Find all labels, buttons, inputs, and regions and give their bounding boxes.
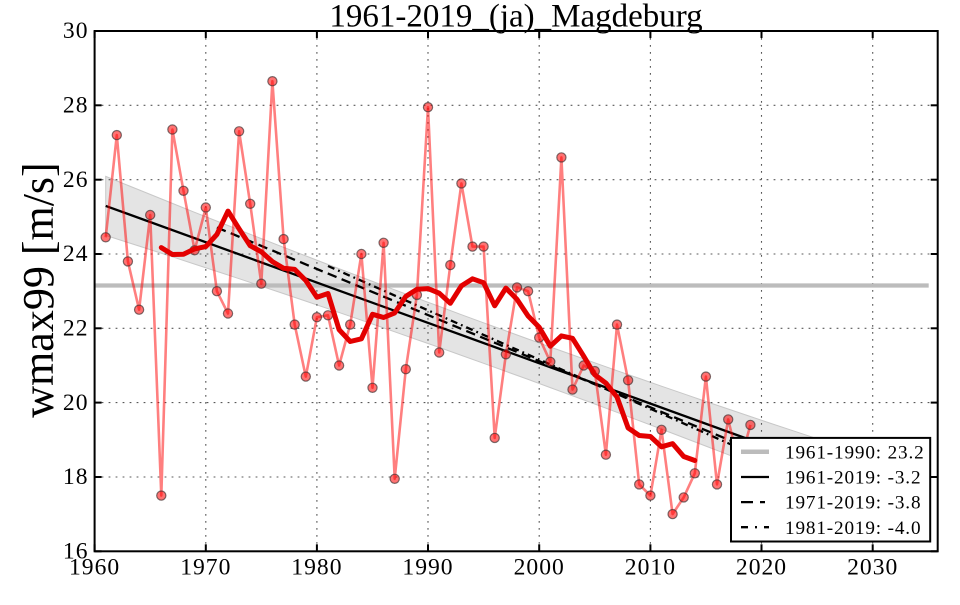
svg-text:18: 18	[63, 464, 89, 490]
svg-text:20: 20	[63, 390, 89, 416]
svg-text:1970: 1970	[180, 555, 231, 581]
svg-text:24: 24	[63, 241, 89, 267]
svg-text:2030: 2030	[847, 555, 898, 581]
svg-text:26: 26	[63, 167, 89, 193]
svg-text:1961-2019: -3.2: 1961-2019: -3.2	[785, 468, 921, 489]
svg-text:1961-2019_(ja)_Magdeburg: 1961-2019_(ja)_Magdeburg	[329, 0, 702, 35]
svg-text:1980: 1980	[291, 555, 342, 581]
svg-text:1960: 1960	[69, 555, 120, 581]
svg-text:2020: 2020	[736, 555, 787, 581]
svg-text:2000: 2000	[514, 555, 565, 581]
svg-text:wmax99 [m/s]: wmax99 [m/s]	[14, 162, 63, 417]
svg-text:1981-2019: -4.0: 1981-2019: -4.0	[785, 518, 921, 539]
svg-text:30: 30	[63, 18, 89, 44]
svg-text:1971-2019: -3.8: 1971-2019: -3.8	[785, 493, 921, 514]
svg-text:28: 28	[63, 93, 89, 119]
svg-text:16: 16	[63, 539, 89, 565]
svg-text:1990: 1990	[402, 555, 453, 581]
svg-text:22: 22	[63, 316, 89, 342]
svg-text:2010: 2010	[625, 555, 676, 581]
svg-text:1961-1990: 23.2: 1961-1990: 23.2	[785, 442, 925, 463]
